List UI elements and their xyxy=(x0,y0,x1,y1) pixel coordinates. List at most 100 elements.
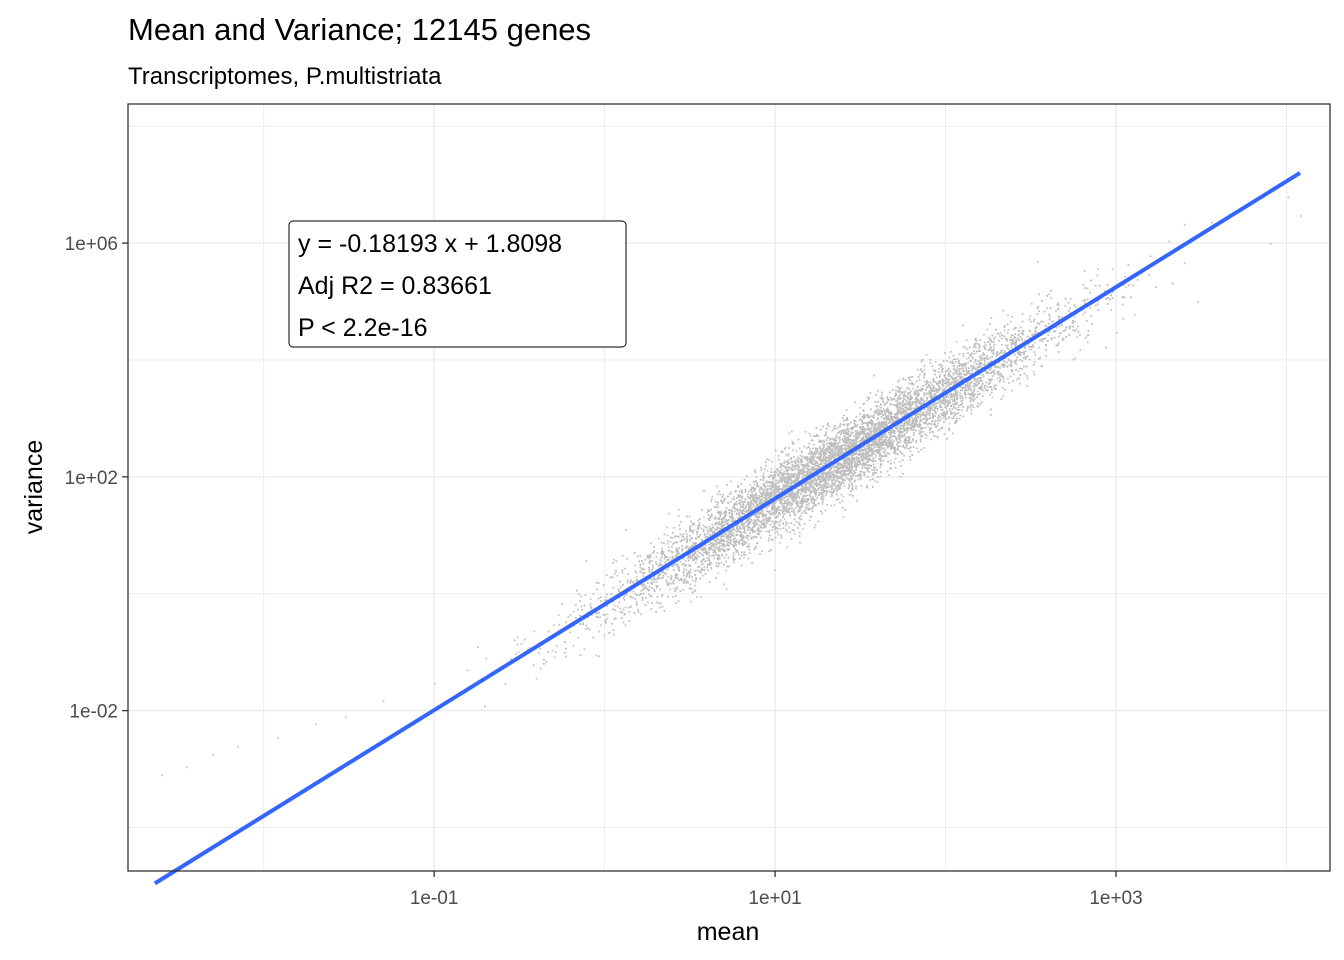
scatter-point xyxy=(794,507,797,509)
scatter-point xyxy=(1038,346,1040,349)
scatter-point xyxy=(823,441,826,443)
scatter-point xyxy=(719,523,721,525)
scatter-point xyxy=(871,455,873,457)
scatter-point xyxy=(986,386,989,388)
scatter-point xyxy=(592,593,595,595)
scatter-point xyxy=(832,438,835,441)
scatter-point xyxy=(744,532,747,534)
scatter-point xyxy=(812,457,815,459)
scatter-point xyxy=(1062,337,1064,339)
scatter-point xyxy=(768,481,770,484)
scatter-point xyxy=(863,449,866,452)
scatter-point xyxy=(951,394,953,397)
scatter-point xyxy=(855,432,857,435)
scatter-point xyxy=(726,543,728,545)
scatter-point xyxy=(785,509,788,511)
scatter-point xyxy=(756,496,758,499)
scatter-point xyxy=(879,464,882,466)
scatter-point xyxy=(672,542,675,545)
scatter-point xyxy=(948,381,951,384)
scatter-point xyxy=(793,533,796,535)
scatter-point xyxy=(850,433,852,436)
scatter-point xyxy=(751,536,754,539)
scatter-point xyxy=(994,336,996,339)
scatter-point xyxy=(996,377,999,380)
scatter-point xyxy=(871,469,873,471)
scatter-point xyxy=(829,486,832,488)
scatter-point xyxy=(733,496,735,498)
scatter-point xyxy=(815,499,817,501)
scatter-point xyxy=(951,398,953,400)
scatter-point xyxy=(629,582,631,584)
scatter-point xyxy=(765,500,767,503)
scatter-point xyxy=(792,493,795,496)
scatter-point xyxy=(598,611,600,614)
scatter-point xyxy=(659,606,661,609)
scatter-point xyxy=(808,462,810,464)
scatter-point xyxy=(1021,330,1024,333)
scatter-point xyxy=(804,463,806,466)
scatter-point xyxy=(939,428,941,430)
scatter-point xyxy=(978,366,980,369)
scatter-point xyxy=(793,460,796,462)
scatter-point xyxy=(808,485,811,487)
scatter-point xyxy=(716,518,719,520)
scatter-point xyxy=(774,493,777,495)
scatter-point xyxy=(751,502,753,505)
scatter-point xyxy=(874,423,877,425)
scatter-point xyxy=(718,527,720,529)
scatter-point xyxy=(740,512,743,514)
scatter-point xyxy=(848,485,850,488)
scatter-point xyxy=(1057,302,1059,305)
scatter-point xyxy=(953,405,955,407)
scatter-point xyxy=(989,345,991,348)
scatter-point xyxy=(986,357,988,359)
scatter-point xyxy=(831,448,834,451)
scatter-point xyxy=(956,397,958,399)
scatter-point xyxy=(810,501,813,503)
scatter-point xyxy=(936,383,938,385)
scatter-point xyxy=(779,541,781,544)
scatter-point xyxy=(917,401,919,404)
scatter-point xyxy=(795,497,798,499)
scatter-point xyxy=(868,441,870,444)
scatter-point xyxy=(708,549,710,551)
scatter-point xyxy=(725,540,728,542)
scatter-point xyxy=(931,394,933,397)
scatter-point xyxy=(1128,284,1130,287)
scatter-point xyxy=(907,447,909,450)
scatter-point xyxy=(884,413,886,416)
scatter-point xyxy=(991,396,994,399)
scatter-point xyxy=(757,527,759,529)
scatter-point xyxy=(926,396,928,399)
scatter-point xyxy=(821,496,823,498)
scatter-point xyxy=(624,624,627,626)
scatter-point xyxy=(742,527,744,529)
scatter-point xyxy=(917,398,919,401)
scatter-point xyxy=(924,414,927,417)
scatter-point xyxy=(788,472,790,475)
scatter-point xyxy=(897,418,900,420)
scatter-point xyxy=(858,431,860,434)
scatter-point xyxy=(671,537,674,539)
scatter-point xyxy=(934,423,937,426)
scatter-point xyxy=(983,334,985,336)
scatter-point xyxy=(879,448,881,450)
scatter-point xyxy=(762,514,764,516)
scatter-point xyxy=(808,481,810,484)
scatter-point xyxy=(815,485,818,488)
scatter-point xyxy=(783,460,786,462)
scatter-point xyxy=(787,509,789,512)
scatter-point xyxy=(866,396,869,399)
scatter-point xyxy=(789,511,791,514)
scatter-point xyxy=(913,432,915,434)
scatter-point xyxy=(616,574,619,577)
scatter-point xyxy=(598,630,600,633)
scatter-point xyxy=(937,422,939,424)
scatter-point xyxy=(842,447,845,450)
scatter-point xyxy=(989,394,992,396)
scatter-point xyxy=(1024,358,1027,360)
scatter-point xyxy=(774,569,776,572)
scatter-point xyxy=(1074,316,1076,319)
scatter-point xyxy=(837,471,840,473)
